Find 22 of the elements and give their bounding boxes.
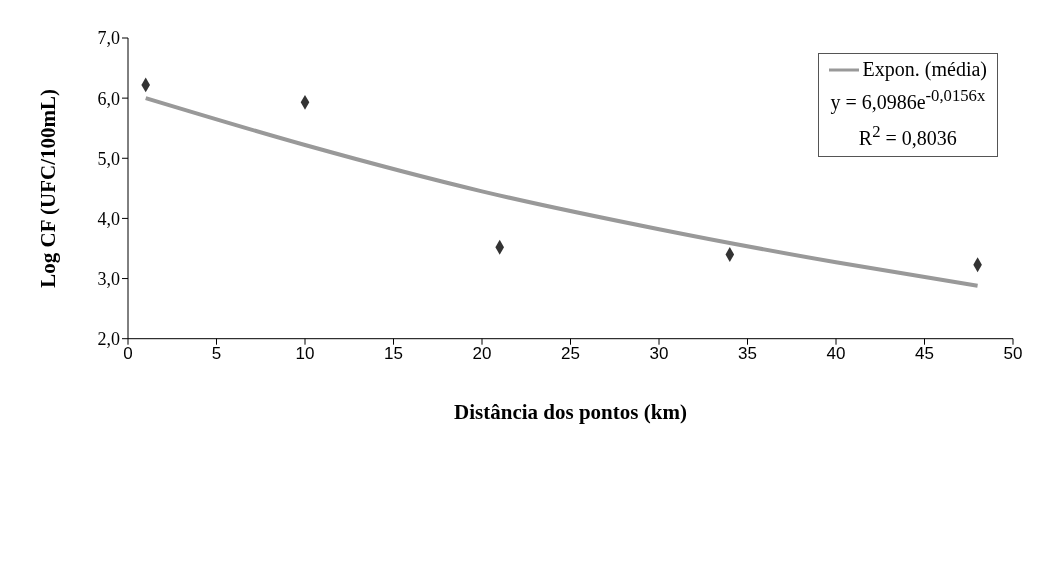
y-tick-label: 6,0 bbox=[97, 88, 120, 109]
x-tick-label: 10 bbox=[295, 343, 315, 363]
x-tick-label: 50 bbox=[1003, 343, 1023, 363]
x-tick-label: 45 bbox=[915, 343, 934, 363]
x-axis-title: Distância dos pontos (km) bbox=[454, 399, 687, 424]
x-tick-label: 20 bbox=[472, 343, 492, 363]
x-tick-label: 30 bbox=[649, 343, 669, 363]
y-tick-label: 3,0 bbox=[97, 268, 120, 289]
legend-label: Expon. (média) bbox=[862, 58, 987, 81]
y-tick-label: 5,0 bbox=[97, 148, 120, 169]
x-tick-label: 35 bbox=[738, 343, 757, 363]
x-tick-label: 25 bbox=[561, 343, 580, 363]
x-tick-label: 0 bbox=[123, 343, 133, 363]
y-tick-label: 7,0 bbox=[97, 28, 120, 49]
annotation: R$^{2}$ = 0,8036 bbox=[857, 120, 958, 151]
y-axis-title: Log CF (UFC/100mL) bbox=[36, 88, 61, 288]
x-tick-label: 40 bbox=[826, 343, 846, 363]
y-tick-label: 4,0 bbox=[97, 208, 120, 229]
x-tick-label: 15 bbox=[384, 343, 403, 363]
x-tick-label: 5 bbox=[211, 343, 222, 363]
annotation: y = 6,0986e$^{-0,0156x}$ bbox=[829, 85, 987, 116]
y-tick-label: 2,0 bbox=[97, 329, 120, 350]
